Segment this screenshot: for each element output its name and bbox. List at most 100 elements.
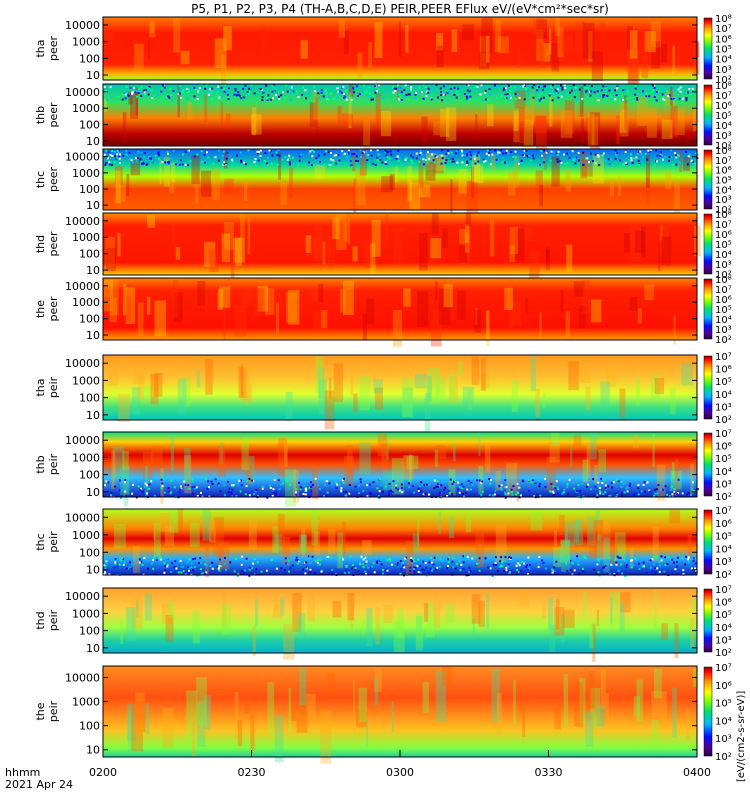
colorbar-tick-label: 10⁴ xyxy=(715,250,732,261)
heatmap-cell xyxy=(545,568,547,570)
heatmap-cell xyxy=(188,570,190,572)
heatmap-cell xyxy=(353,153,355,155)
heatmap-cell xyxy=(464,155,466,157)
heatmap-cell xyxy=(456,563,458,565)
heatmap-cell xyxy=(581,118,584,143)
heatmap-cell xyxy=(611,482,613,484)
heatmap-cell xyxy=(668,156,670,158)
heatmap-cell xyxy=(187,484,189,486)
heatmap-cell xyxy=(470,489,472,491)
heatmap-cell xyxy=(362,566,364,568)
heatmap-cell xyxy=(396,158,398,160)
heatmap-cell xyxy=(231,159,233,161)
heatmap-cell xyxy=(343,97,345,99)
heatmap-cell xyxy=(363,313,367,340)
heatmap-cell xyxy=(285,84,287,86)
colorbar-tick-label: 10⁷ xyxy=(715,506,732,517)
x-tick-label: 0330 xyxy=(535,766,563,779)
heatmap-cell xyxy=(497,693,502,734)
heatmap-cell xyxy=(380,559,382,561)
heatmap-cell xyxy=(312,556,314,558)
heatmap-cell xyxy=(200,568,202,570)
heatmap-cell xyxy=(676,565,678,567)
heatmap-cell xyxy=(320,571,322,573)
heatmap-cell xyxy=(271,155,273,157)
heatmap-cell xyxy=(296,557,298,559)
colorbar-tick-label: 10³ xyxy=(715,479,732,490)
heatmap-cell xyxy=(125,150,127,152)
heatmap-cell xyxy=(353,179,356,213)
heatmap-cell xyxy=(691,484,693,486)
heatmap-cell xyxy=(416,613,423,650)
heatmap-cell xyxy=(287,159,289,161)
heatmap-cell xyxy=(433,159,435,161)
heatmap-cell xyxy=(682,492,684,494)
heatmap-cell xyxy=(368,88,370,90)
heatmap-cell xyxy=(172,99,174,101)
heatmap-cell xyxy=(321,92,323,94)
heatmap-cell xyxy=(104,571,106,573)
heatmap-cell xyxy=(295,559,297,561)
heatmap-cell xyxy=(282,482,284,484)
heatmap-cell xyxy=(630,564,632,566)
y-axis-label-species: peir xyxy=(47,376,60,398)
heatmap-cell xyxy=(672,164,674,166)
heatmap-cell xyxy=(545,486,547,488)
heatmap-cell xyxy=(108,151,110,153)
heatmap-cell xyxy=(207,480,209,482)
heatmap-cell xyxy=(433,121,440,135)
heatmap-cell xyxy=(553,151,555,153)
heatmap-cell xyxy=(244,570,246,572)
heatmap-cell xyxy=(366,154,368,156)
heatmap-cell xyxy=(435,282,438,301)
heatmap-cell xyxy=(197,91,199,93)
heatmap-cell xyxy=(171,562,173,564)
heatmap-cell xyxy=(105,565,107,567)
heatmap-cell xyxy=(318,284,323,302)
heatmap-cell xyxy=(658,561,660,563)
heatmap-cell xyxy=(468,93,470,95)
heatmap-cell xyxy=(538,94,540,96)
heatmap-cell xyxy=(394,621,405,653)
heatmap-cell xyxy=(320,559,322,561)
colorbar-tick-label: 10⁷ xyxy=(715,220,732,231)
heatmap-cell xyxy=(413,568,415,570)
heatmap-cell xyxy=(368,95,370,97)
colorbar-tick-label: 10³ xyxy=(715,65,732,76)
heatmap-cell xyxy=(273,604,282,617)
heatmap-cell xyxy=(340,490,342,492)
heatmap-cell xyxy=(273,90,275,92)
heatmap-cell xyxy=(208,91,210,93)
heatmap-cell xyxy=(510,489,512,491)
heatmap-cell xyxy=(114,524,126,549)
heatmap-cell xyxy=(489,494,491,496)
heatmap-cell xyxy=(375,164,377,166)
heatmap-cell xyxy=(442,157,444,159)
heatmap-cell xyxy=(474,368,477,386)
heatmap-cell xyxy=(437,97,439,99)
heatmap-cell xyxy=(427,92,429,94)
heatmap-cell xyxy=(434,480,436,482)
heatmap-cell xyxy=(185,484,187,486)
heatmap-cell xyxy=(490,93,492,95)
heatmap-cell xyxy=(141,163,143,165)
heatmap-cell xyxy=(279,155,281,157)
colorbar-tick-label: 10⁵ xyxy=(715,532,732,543)
heatmap-cell xyxy=(305,490,307,492)
heatmap-cell xyxy=(325,150,327,152)
heatmap-cell xyxy=(262,96,264,98)
heatmap-cell xyxy=(107,481,109,483)
heatmap-cell xyxy=(582,152,584,154)
heatmap-cell xyxy=(181,51,190,65)
heatmap-cell xyxy=(552,572,554,574)
heatmap-cell xyxy=(470,480,472,482)
heatmap-cell xyxy=(434,155,436,157)
heatmap-cell xyxy=(645,153,647,155)
colorbar xyxy=(704,667,712,756)
colorbar xyxy=(704,433,712,496)
heatmap-cell xyxy=(456,150,458,152)
heatmap-cell xyxy=(355,160,357,162)
heatmap-cell xyxy=(314,572,316,574)
heatmap-cell xyxy=(266,570,268,572)
heatmap-cell xyxy=(647,150,649,152)
